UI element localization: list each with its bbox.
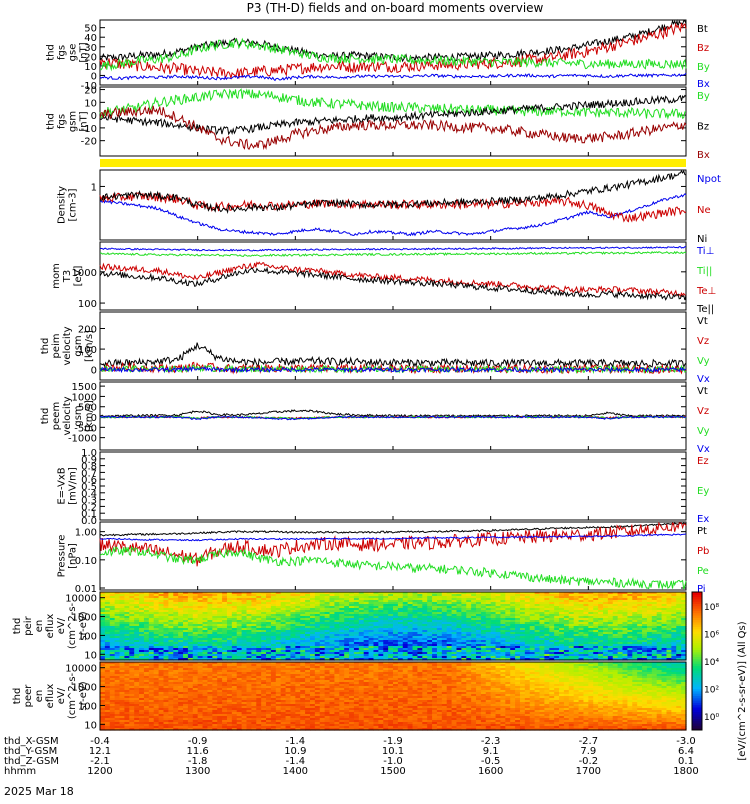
legend-pressure-Pe: Pe <box>697 566 709 577</box>
ylabel-density: [cm-3] <box>68 188 79 221</box>
ylabel-peem: gsm <box>73 405 84 426</box>
spec-ylabel: eflux <box>45 614 56 639</box>
legend-pressure-Pt: Pt <box>697 526 707 537</box>
legend-peim-Vt: Vt <box>697 316 708 327</box>
legend-peem-Vy: Vy <box>697 426 710 437</box>
legend-fgs-gsm-By: By <box>697 91 710 102</box>
legend-peim-Vy: Vy <box>697 356 710 367</box>
chart-title: P3 (TH-D) fields and on-board moments ov… <box>247 1 544 15</box>
ytick-label-temp: 100 <box>78 299 97 310</box>
series-peem-Vt <box>100 410 686 417</box>
series-fgs-gsm-Bz <box>100 96 686 135</box>
legend-fgs-gse-Bx: Bx <box>697 79 710 90</box>
series-temp-Te|| <box>100 268 686 300</box>
ylabel-peim: gsm <box>73 335 84 356</box>
ylabel-fgs-gse: fgs <box>57 45 68 60</box>
series-density-Ne <box>100 193 686 222</box>
spec-ylabel: sr-eV) <box>78 611 89 640</box>
ylabel-efield: [mV/m] <box>68 467 79 505</box>
legend-fgs-gse-By: By <box>697 62 710 73</box>
legend-fgs-gse-Bt: Bt <box>697 24 708 35</box>
ylabel-peem: velocity <box>62 396 73 435</box>
ylabel-peem: [km/s] <box>84 400 95 432</box>
ylabel-pressure: [nPa] <box>68 543 79 569</box>
ylabel-pressure: Pressure <box>57 535 68 578</box>
ylabel-peim: velocity <box>62 326 73 365</box>
spec-ylabel: eV/ <box>56 617 67 634</box>
spectrogram-peir <box>100 592 687 661</box>
series-pressure-Pe <box>100 547 686 589</box>
ytick-label-fgs-gse: 0 <box>91 71 97 82</box>
legend-temp-Ti⊥: Ti⊥ <box>696 246 714 257</box>
series-peim-Vt <box>100 343 686 368</box>
legend-density-Npot: Npot <box>697 174 721 185</box>
legend-efield-Ez: Ez <box>697 456 709 467</box>
series-temp-Ti|| <box>100 252 686 257</box>
legend-fgs-gsm-Bz: Bz <box>697 122 709 133</box>
ytick-label-fgs-gsm: 20 <box>84 86 97 97</box>
ylabel-fgs-gse: gse <box>68 44 79 62</box>
panel-frame-efield <box>100 452 686 520</box>
ylabel-peim: [km/s] <box>84 330 95 362</box>
legend-peim-Vx: Vx <box>697 374 710 385</box>
series-fgs-gse-Bx <box>100 73 686 80</box>
ylabel-temp: T3 <box>62 270 73 283</box>
ylabel-fgs-gse: [nT] <box>79 42 90 62</box>
legend-peem-Vt: Vt <box>697 386 708 397</box>
legend-fgs-gse-Bz: Bz <box>697 43 709 54</box>
ylabel-fgs-gsm: [nT] <box>79 111 90 131</box>
ytick-label-peim: 0 <box>91 366 97 377</box>
ytick-label-pressure: 1.00 <box>75 528 97 539</box>
series-temp-Te⊥ <box>100 262 686 296</box>
ylabel-fgs-gsm: gsm <box>68 111 79 132</box>
ytick-label-fgs-gsm: -20 <box>81 137 97 148</box>
series-temp-Ti⊥ <box>100 247 686 251</box>
series-fgs-gse-Bz <box>100 23 686 78</box>
ylabel-fgs-gsm: fgs <box>57 114 68 129</box>
legend-fgs-gsm-Bx: Bx <box>697 150 710 161</box>
ytick-label-peem: 1500 <box>72 382 97 393</box>
legend-temp-Te⊥: Te⊥ <box>696 286 716 297</box>
ylabel-efield: E=-VxB <box>57 467 68 504</box>
legend-density-Ni: Ni <box>697 234 707 245</box>
legend-temp-Ti||: Ti|| <box>696 266 712 277</box>
panel-frame-fgs-gse <box>100 20 686 85</box>
spec-ytick-label: 10 <box>84 650 97 661</box>
legend-efield-Ey: Ey <box>697 486 709 497</box>
ylabel-peim: thd <box>40 338 51 355</box>
ytick-label-fgs-gse: 50 <box>84 24 97 35</box>
ylabel-fgs-gsm: thd <box>46 113 57 130</box>
legend-peem-Vx: Vx <box>697 444 710 455</box>
legend-efield-Ex: Ex <box>697 514 709 525</box>
ylabel-peim: peim <box>51 333 62 358</box>
ylabel-temp: [eV] <box>73 266 84 287</box>
ylabel-peem: peem <box>51 402 62 430</box>
legend-temp-Te||: Te|| <box>696 304 714 315</box>
mode-bar <box>100 159 686 167</box>
ytick-label-efield: 1.0 <box>81 448 97 459</box>
legend-density-Ne: Ne <box>697 205 711 216</box>
spec-ylabel: (cm^2-s- <box>67 602 78 649</box>
series-density-Ni <box>100 171 686 212</box>
spectrogram-peer <box>100 662 687 731</box>
ytick-label-density: 1 <box>91 182 97 193</box>
ytick-label-fgs-gsm: 0 <box>91 111 97 122</box>
ylabel-temp: mom <box>51 263 62 289</box>
ylabel-peem: thd <box>40 408 51 425</box>
series-density-Npot <box>100 194 686 236</box>
spec-ylabel: peir <box>23 615 34 635</box>
ylabel-fgs-gse: thd <box>46 44 57 61</box>
legend-peim-Vz: Vz <box>697 336 709 347</box>
ylabel-density: Density <box>57 186 68 224</box>
legend-peem-Vz: Vz <box>697 406 709 417</box>
legend-pressure-Pb: Pb <box>697 546 709 557</box>
ytick-label-fgs-gsm: 10 <box>84 98 97 109</box>
spec-ylabel: en <box>34 620 45 633</box>
panel-frame-pressure <box>100 522 686 590</box>
spec-ylabel: thd <box>12 618 23 635</box>
